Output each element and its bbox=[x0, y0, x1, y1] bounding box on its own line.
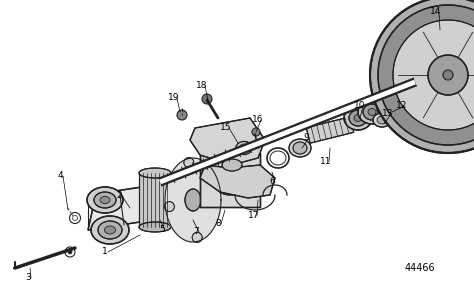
Ellipse shape bbox=[344, 106, 372, 130]
Text: 19: 19 bbox=[168, 93, 180, 102]
Text: 4: 4 bbox=[57, 171, 63, 180]
Ellipse shape bbox=[393, 20, 474, 130]
Ellipse shape bbox=[349, 110, 367, 126]
Ellipse shape bbox=[370, 0, 474, 153]
Ellipse shape bbox=[428, 55, 468, 95]
Polygon shape bbox=[88, 186, 148, 230]
Ellipse shape bbox=[378, 5, 474, 145]
Ellipse shape bbox=[354, 115, 362, 122]
Polygon shape bbox=[200, 153, 260, 207]
Text: 15: 15 bbox=[220, 124, 232, 133]
Polygon shape bbox=[200, 165, 275, 198]
Text: 3: 3 bbox=[25, 273, 31, 282]
Ellipse shape bbox=[98, 221, 122, 239]
Text: 8: 8 bbox=[215, 220, 221, 229]
Text: 9: 9 bbox=[303, 133, 309, 142]
Ellipse shape bbox=[192, 232, 202, 242]
Text: 2: 2 bbox=[116, 191, 122, 200]
Text: 16: 16 bbox=[252, 115, 264, 124]
Text: 1: 1 bbox=[102, 247, 108, 256]
Ellipse shape bbox=[377, 116, 387, 124]
Polygon shape bbox=[139, 173, 171, 227]
Ellipse shape bbox=[289, 139, 311, 157]
Ellipse shape bbox=[139, 168, 171, 178]
Circle shape bbox=[68, 250, 72, 254]
Ellipse shape bbox=[104, 226, 116, 234]
Circle shape bbox=[202, 94, 212, 104]
Text: 14: 14 bbox=[430, 8, 442, 17]
Ellipse shape bbox=[443, 70, 453, 80]
Ellipse shape bbox=[221, 172, 239, 188]
Ellipse shape bbox=[358, 100, 386, 124]
Ellipse shape bbox=[184, 157, 194, 168]
Text: 44466: 44466 bbox=[405, 263, 435, 273]
Polygon shape bbox=[165, 158, 221, 242]
Ellipse shape bbox=[185, 189, 201, 211]
Ellipse shape bbox=[91, 216, 129, 244]
Ellipse shape bbox=[363, 104, 381, 120]
Text: 17: 17 bbox=[248, 211, 260, 220]
Ellipse shape bbox=[293, 142, 307, 154]
Ellipse shape bbox=[100, 197, 110, 204]
Text: 7: 7 bbox=[193, 227, 199, 237]
Ellipse shape bbox=[368, 108, 376, 115]
Text: 5: 5 bbox=[159, 226, 165, 235]
Polygon shape bbox=[306, 117, 354, 143]
Polygon shape bbox=[190, 118, 265, 165]
Ellipse shape bbox=[94, 192, 116, 208]
Ellipse shape bbox=[139, 222, 171, 232]
Text: 11: 11 bbox=[320, 157, 332, 166]
Ellipse shape bbox=[213, 165, 247, 195]
Ellipse shape bbox=[87, 187, 123, 213]
Text: 6: 6 bbox=[269, 177, 275, 186]
Text: 10: 10 bbox=[354, 102, 366, 110]
Ellipse shape bbox=[164, 202, 174, 212]
Text: 18: 18 bbox=[196, 81, 208, 90]
Ellipse shape bbox=[222, 159, 242, 171]
Ellipse shape bbox=[373, 113, 391, 127]
Circle shape bbox=[177, 110, 187, 120]
Circle shape bbox=[252, 128, 260, 136]
Text: 13: 13 bbox=[382, 110, 394, 119]
Text: 12: 12 bbox=[396, 102, 408, 110]
